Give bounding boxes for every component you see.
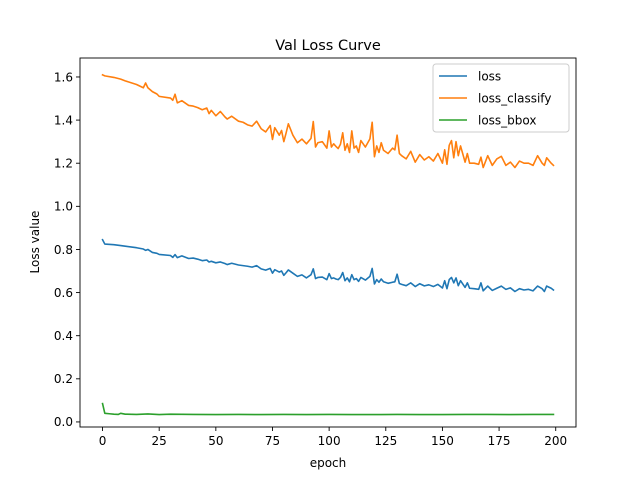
legend: loss loss_classify loss_bbox [432, 63, 570, 133]
y-axis-label: Loss value [28, 211, 42, 274]
y-tick-label: 1.2 [54, 157, 73, 171]
x-axis-label: epoch [310, 456, 347, 470]
plot-frame [79, 57, 577, 428]
series-layer [101, 73, 555, 416]
x-tick-label: 125 [374, 434, 397, 448]
y-tick-label: 1.6 [54, 70, 73, 84]
series-line-loss [101, 238, 555, 293]
x-tick-label: 25 [152, 434, 167, 448]
x-tick-label: 0 [99, 434, 107, 448]
x-tick-label: 175 [488, 434, 511, 448]
y-tick-label: 0.0 [54, 415, 73, 429]
legend-label: loss_classify [478, 92, 551, 106]
y-tick-label: 1.0 [54, 200, 73, 214]
x-tick-label: 150 [431, 434, 454, 448]
x-tick-label: 100 [318, 434, 341, 448]
y-tick-label: 0.2 [54, 372, 73, 386]
y-tick-label: 0.6 [54, 286, 73, 300]
y-tick-label: 0.4 [54, 329, 73, 343]
series-line-loss-bbox [101, 402, 555, 416]
legend-label: loss_bbox [478, 114, 537, 128]
y-tick-label: 0.8 [54, 243, 73, 257]
axes-layer: 0 25 50 75 100 125 150 175 200 0.0 0.2 0.4 0.6 0.8 1.0… [54, 57, 577, 448]
x-tick-label: 75 [265, 434, 280, 448]
legend-box [432, 63, 570, 133]
series-line-loss-classify [101, 73, 555, 169]
x-tick-label: 50 [208, 434, 223, 448]
x-tick-label: 200 [544, 434, 567, 448]
chart-title: Val Loss Curve [275, 38, 381, 54]
legend-label: loss [478, 70, 501, 84]
y-tick-label: 1.4 [54, 113, 73, 127]
